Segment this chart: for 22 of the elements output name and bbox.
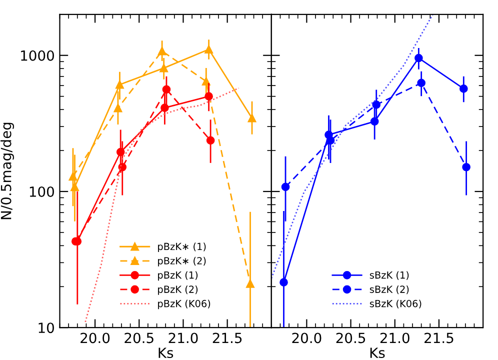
legend-label: sBzK (1) bbox=[370, 271, 409, 280]
y-axis-title: N/0.5mag/deg bbox=[0, 122, 14, 220]
x-tick-label: 21.0 bbox=[168, 332, 198, 344]
x-axis-title: Ks bbox=[158, 348, 174, 358]
legend-label: pBzK∗ (1) bbox=[158, 242, 206, 252]
x-tick-label: 20.0 bbox=[292, 332, 322, 344]
x-tick-label: 20.0 bbox=[80, 332, 110, 344]
legend-label: sBzK (K06) bbox=[370, 300, 422, 308]
x-tick-label: 21.0 bbox=[380, 332, 410, 344]
legend-label: pBzK (K06) bbox=[158, 300, 210, 310]
x-axis-title: Ks bbox=[370, 348, 385, 358]
y-tick-label: 10 bbox=[38, 322, 54, 334]
legend-label: sBzK (2) bbox=[370, 285, 409, 294]
x-tick-label: 21.5 bbox=[424, 332, 454, 344]
x-tick-label: 21.5 bbox=[212, 332, 242, 344]
x-tick-label: 20.5 bbox=[336, 332, 366, 344]
legend-label: pBzK∗ (2) bbox=[158, 256, 206, 266]
y-tick-label: 1000 bbox=[21, 50, 54, 61]
legend-label: pBzK (2) bbox=[158, 285, 198, 295]
y-tick-label: 100 bbox=[30, 186, 54, 197]
x-tick-label: 20.5 bbox=[124, 332, 154, 344]
legend-label: pBzK (1) bbox=[158, 271, 198, 281]
